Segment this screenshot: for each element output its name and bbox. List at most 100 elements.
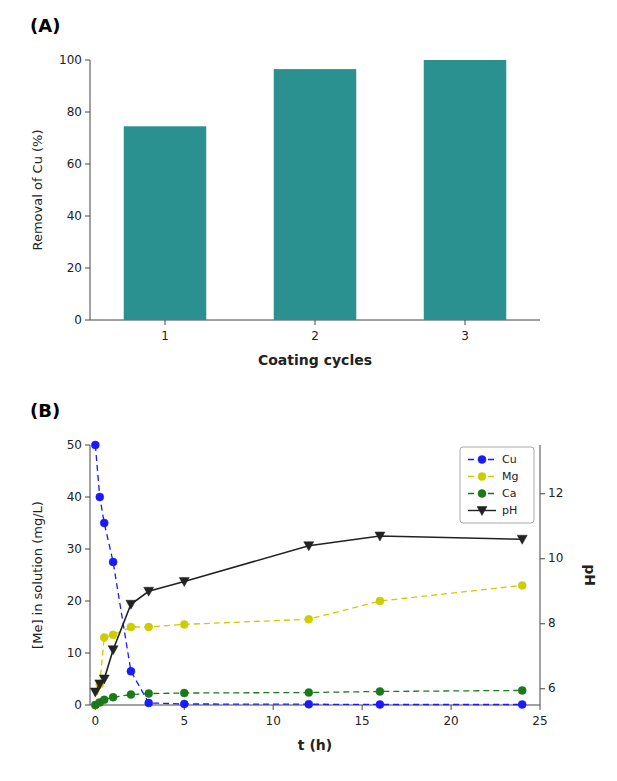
- y-tick-label: 40: [67, 209, 82, 223]
- y-tick: [85, 445, 90, 446]
- x-tick-label: 10: [266, 714, 281, 728]
- point: [180, 689, 188, 697]
- x-tick: [540, 705, 541, 710]
- x-tick-label: 20: [443, 714, 458, 728]
- legend-label: Ca: [502, 487, 516, 500]
- point: [91, 441, 99, 449]
- y2-tick: [540, 558, 545, 559]
- y-axis-line: [90, 445, 91, 705]
- point: [376, 687, 384, 695]
- x-axis-label: Coating cycles: [258, 352, 372, 368]
- panel: (B)01020304050[Me] in solution (mg/L)t (…: [30, 400, 598, 753]
- y-tick: [85, 705, 90, 706]
- point: [100, 519, 108, 527]
- point: [127, 667, 135, 675]
- point: [100, 633, 108, 641]
- point: [305, 615, 313, 623]
- point: [305, 689, 313, 697]
- bar: [274, 69, 357, 320]
- y-tick-label: 0: [74, 313, 82, 327]
- x-tick: [165, 320, 166, 325]
- y-tick-label: 20: [67, 594, 82, 608]
- y-tick-label: 50: [67, 438, 82, 452]
- point: [179, 578, 189, 587]
- legend-marker: [477, 507, 487, 516]
- point: [145, 699, 153, 707]
- y2-tick-label: 10: [548, 551, 563, 565]
- bar: [124, 126, 207, 320]
- y-tick: [85, 164, 90, 165]
- point: [126, 600, 136, 609]
- x-tick: [315, 320, 316, 325]
- point: [145, 690, 153, 698]
- x-tick-label: 5: [180, 714, 188, 728]
- x-tick: [451, 705, 452, 710]
- y-tick: [85, 268, 90, 269]
- y2-tick: [540, 623, 545, 624]
- point: [109, 558, 117, 566]
- series-line: [95, 445, 522, 704]
- legend-label: pH: [502, 504, 517, 517]
- legend-marker: [478, 473, 486, 481]
- y-axis-line: [90, 60, 91, 320]
- point: [144, 587, 154, 596]
- point: [304, 542, 314, 551]
- point: [375, 532, 385, 541]
- y2-axis-label: pH: [582, 564, 598, 586]
- y-tick: [85, 320, 90, 321]
- chart-root: (A)020406080100Removal of Cu (%)Coating …: [0, 0, 617, 781]
- x-tick: [273, 705, 274, 710]
- legend-box: [460, 447, 534, 523]
- x-tick: [465, 320, 466, 325]
- y-tick: [85, 549, 90, 550]
- y-tick: [85, 112, 90, 113]
- point: [100, 696, 108, 704]
- series-line: [95, 585, 522, 705]
- y2-tick-label: 12: [548, 486, 563, 500]
- y-tick-label: 60: [67, 157, 82, 171]
- point: [517, 535, 527, 544]
- point: [180, 700, 188, 708]
- point: [108, 646, 118, 655]
- point: [90, 688, 100, 697]
- y-tick-label: 20: [67, 261, 82, 275]
- y-tick: [85, 653, 90, 654]
- x-axis-label: t (h): [298, 737, 332, 753]
- y-tick: [85, 497, 90, 498]
- y-axis-label: [Me] in solution (mg/L): [30, 501, 45, 649]
- y2-tick-label: 8: [548, 616, 556, 630]
- y-tick: [85, 601, 90, 602]
- point: [145, 623, 153, 631]
- series-line: [95, 536, 522, 692]
- x-tick-label: 2: [311, 329, 319, 343]
- legend: Cu Mg Ca pH: [460, 447, 534, 523]
- y2-axis-line: [540, 445, 541, 705]
- y-tick-label: 100: [59, 53, 82, 67]
- legend-label: Cu: [502, 453, 517, 466]
- x-tick-label: 3: [461, 329, 469, 343]
- point: [518, 686, 526, 694]
- point: [305, 700, 313, 708]
- y-tick-label: 80: [67, 105, 82, 119]
- point: [109, 631, 117, 639]
- y-tick-label: 0: [74, 698, 82, 712]
- point: [99, 675, 109, 684]
- point: [127, 623, 135, 631]
- bars: [124, 60, 507, 320]
- y-axis-label: Removal of Cu (%): [30, 129, 45, 250]
- legend-marker: [478, 456, 486, 464]
- point: [518, 700, 526, 708]
- y-tick-label: 30: [67, 542, 82, 556]
- point: [96, 493, 104, 501]
- y-tick: [85, 216, 90, 217]
- y2-tick: [540, 688, 545, 689]
- panel-title: (B): [30, 400, 60, 421]
- legend-label: Mg: [502, 470, 518, 483]
- x-tick-label: 25: [532, 714, 547, 728]
- y-tick: [85, 60, 90, 61]
- x-tick-label: 1: [161, 329, 169, 343]
- point: [127, 691, 135, 699]
- x-tick-label: 15: [354, 714, 369, 728]
- y-tick-label: 10: [67, 646, 82, 660]
- x-tick-label: 0: [92, 714, 100, 728]
